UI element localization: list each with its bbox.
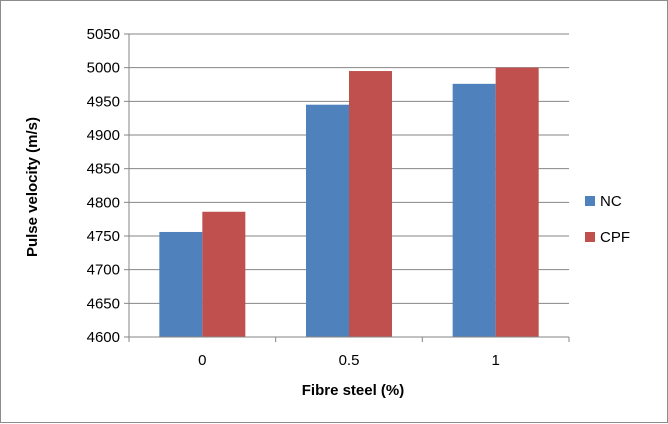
y-tick-label: 4600 xyxy=(87,329,120,346)
y-tick-label: 4850 xyxy=(87,161,120,178)
y-tick-label: 4750 xyxy=(87,228,120,245)
bar-nc-2 xyxy=(452,83,496,338)
legend-label-cpf: CPF xyxy=(600,229,630,246)
y-axis-title: Pulse velocity (m/s) xyxy=(24,117,41,257)
x-axis-title: Fibre steel (%) xyxy=(302,382,405,399)
bars xyxy=(159,67,539,338)
y-tick-label: 4650 xyxy=(87,295,120,312)
legend: NC CPF xyxy=(585,193,630,246)
legend-swatch-nc xyxy=(585,196,595,206)
y-tick-label: 4900 xyxy=(87,127,120,144)
x-tick-label: 1 xyxy=(491,352,499,369)
y-tick-label: 4700 xyxy=(87,262,120,279)
y-tick-label: 4950 xyxy=(87,93,120,110)
bar-cpf-2 xyxy=(495,67,539,338)
x-tick-label: 0.5 xyxy=(339,352,360,369)
x-tick-label: 0 xyxy=(198,352,206,369)
bar-cpf-1 xyxy=(349,71,392,338)
y-tick-label: 4800 xyxy=(87,194,120,211)
y-tick-label: 5050 xyxy=(87,26,120,43)
bar-nc-0 xyxy=(159,231,203,337)
bar-nc-1 xyxy=(306,104,349,337)
legend-label-nc: NC xyxy=(600,193,622,210)
y-tick-label: 5000 xyxy=(87,60,120,77)
bar-cpf-0 xyxy=(202,211,246,337)
legend-swatch-cpf xyxy=(585,232,595,242)
axes: 4600 4650 4700 4750 4800 4850 4900 4950 5000 5050… xyxy=(87,26,570,369)
